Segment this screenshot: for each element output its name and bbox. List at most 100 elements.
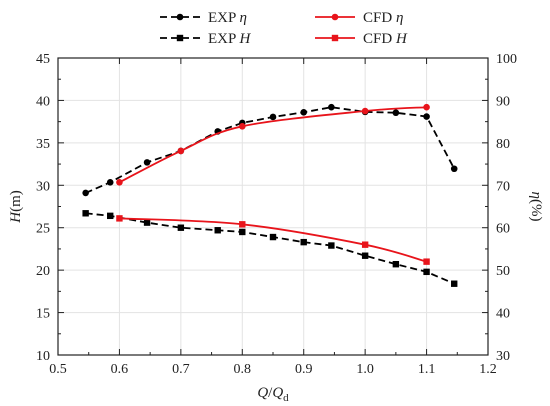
grid <box>57 57 489 356</box>
data-point <box>143 159 151 166</box>
legend-label-part: H <box>239 31 252 47</box>
data-point <box>300 238 307 246</box>
y-left-tick-label: 35 <box>36 137 50 152</box>
y-right-tick-label: 50 <box>496 264 510 279</box>
series-1 <box>116 103 430 186</box>
x-tick-label: 0.7 <box>172 362 190 377</box>
x-tick-label: 1.1 <box>418 362 436 377</box>
legend-label: CFD η <box>363 10 403 26</box>
data-point <box>392 109 400 117</box>
data-point <box>177 147 185 155</box>
data-point <box>300 109 308 116</box>
data-point <box>361 241 369 248</box>
y-right-axis-title: η(%) <box>528 192 544 222</box>
legend-marker <box>331 34 339 42</box>
x-tick-label: 1.2 <box>479 362 497 377</box>
legend-label-part: EXP <box>208 31 240 47</box>
legend-item: EXP η <box>160 10 247 26</box>
data-point <box>106 179 114 186</box>
y-right-tick-label: 40 <box>496 307 510 322</box>
data-point <box>423 258 430 265</box>
x-tick-label: 1.0 <box>356 362 374 377</box>
legend-item: EXP H <box>160 31 252 47</box>
y-right-tick-label: 90 <box>496 94 510 109</box>
legend-label-part: η <box>240 10 247 26</box>
y-left-tick-label: 25 <box>36 222 50 237</box>
y-left-axis-title: H(m) <box>8 190 24 224</box>
data-point <box>269 233 277 241</box>
legend-label: EXP η <box>208 10 247 26</box>
y-left-tick-label: 20 <box>36 264 50 279</box>
y-right-tick-label: 30 <box>496 349 510 364</box>
y-left-title-part: H <box>8 211 24 224</box>
x-tick-label: 0.9 <box>295 362 313 377</box>
series-2 <box>82 210 458 287</box>
y-left-tick-label: 40 <box>36 94 50 109</box>
data-point <box>392 261 400 268</box>
series-layer <box>82 103 458 287</box>
x-title-part: Q <box>272 385 283 401</box>
y-left-tick-label: 30 <box>36 179 50 194</box>
y-right-tick-labels: 30 40 50 60 70 80 90 100 <box>496 52 517 364</box>
y-right-tick-label: 100 <box>496 52 517 67</box>
y-left-title-part: (m) <box>8 190 24 212</box>
x-title-part: Q <box>257 385 268 401</box>
legend-label-part: CFD <box>363 10 396 26</box>
y-right-title-part: (%) <box>528 199 544 222</box>
y-right-tick-label: 80 <box>496 137 510 152</box>
x-tick-labels: 0.5 0.6 0.7 0.8 0.9 1.0 1.1 1.2 <box>49 362 497 377</box>
data-point <box>328 103 335 111</box>
legend-item: CFD H <box>315 31 408 47</box>
y-right-title-part: η <box>528 192 544 199</box>
x-tick-label: 0.8 <box>234 362 252 377</box>
x-axis-title: Q/Qd <box>257 385 289 404</box>
plot-frame <box>57 57 489 356</box>
data-point <box>143 219 151 226</box>
data-point <box>239 221 246 228</box>
legend-label: CFD H <box>363 31 408 47</box>
series-line <box>85 212 455 285</box>
data-point <box>361 252 369 259</box>
data-point <box>238 123 246 130</box>
data-point <box>423 268 430 276</box>
y-left-tick-label: 10 <box>36 349 50 364</box>
legend-marker <box>176 13 184 21</box>
y-left-tick-label: 15 <box>36 307 50 322</box>
legend-label-part: H <box>395 31 408 47</box>
legend-marker <box>176 34 184 42</box>
data-point <box>361 107 369 115</box>
y-right-tick-label: 70 <box>496 179 510 194</box>
data-point <box>328 242 335 249</box>
data-point <box>423 113 430 120</box>
series-3 <box>116 215 430 265</box>
ticks <box>57 57 489 356</box>
data-point <box>177 224 185 231</box>
x-tick-label: 0.6 <box>111 362 129 377</box>
x-title-part: / <box>268 385 273 401</box>
x-title-subscript: d <box>283 392 289 404</box>
data-point <box>423 103 430 111</box>
x-tick-label: 0.5 <box>49 362 67 377</box>
data-point <box>107 212 114 220</box>
data-point <box>239 228 246 236</box>
data-point <box>116 179 123 186</box>
data-point <box>82 189 89 197</box>
series-line <box>85 106 456 194</box>
legend-item: CFD η <box>315 10 403 26</box>
series-line <box>119 217 427 263</box>
y-left-tick-labels: 10 15 20 25 30 35 40 45 <box>36 52 50 364</box>
data-point <box>451 280 458 287</box>
legend-marker <box>331 13 339 21</box>
y-right-tick-label: 60 <box>496 222 510 237</box>
y-left-tick-label: 45 <box>36 52 50 67</box>
data-point <box>269 113 277 121</box>
data-point <box>116 215 123 222</box>
legend-label: EXP H <box>208 31 252 47</box>
data-point <box>214 227 221 234</box>
data-point <box>450 165 458 173</box>
legend-label-part: CFD <box>363 31 396 47</box>
data-point <box>82 210 89 217</box>
legend-label-part: η <box>396 10 403 26</box>
